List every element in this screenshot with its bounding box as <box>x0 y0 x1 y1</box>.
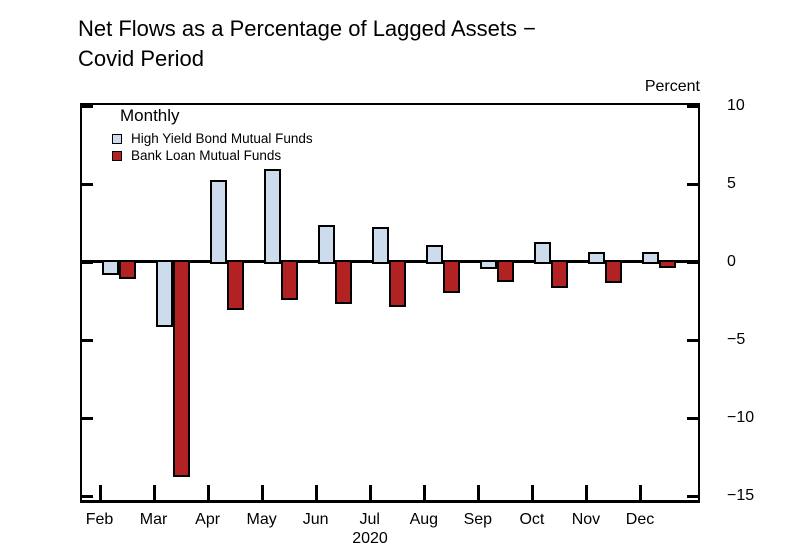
bar-bank-loan-May <box>280 260 298 301</box>
legend-heading: Monthly <box>120 106 180 125</box>
chart-title-line2: Covid Period <box>78 46 204 71</box>
x-axis-tick <box>260 485 264 502</box>
chart-title: Net Flows as a Percentage of Lagged Asse… <box>78 14 536 74</box>
plot-area: Monthly High Yield Bond Mutual Funds Ban… <box>80 103 700 503</box>
x-axis-tick <box>368 485 372 502</box>
legend: Monthly High Yield Bond Mutual Funds Ban… <box>112 106 313 163</box>
x-axis-tick <box>476 485 480 502</box>
x-axis-tick <box>98 485 102 502</box>
y-axis-tick-right <box>687 417 698 420</box>
bar-bank-loan-Jul <box>388 260 406 307</box>
y-axis-tick-label: −5 <box>727 331 746 348</box>
legend-item-label-bank-loan: Bank Loan Mutual Funds <box>131 148 282 163</box>
bar-high-yield-Nov <box>587 251 605 264</box>
x-axis-month-label: Sep <box>463 511 493 528</box>
x-axis-month-label: Oct <box>519 511 545 528</box>
y-axis-tick-right <box>687 339 698 342</box>
x-axis-month-label: Nov <box>571 511 601 528</box>
bar-high-yield-Aug <box>425 245 443 264</box>
bar-high-yield-Jun <box>317 225 335 264</box>
bar-bank-loan-Apr <box>226 260 244 310</box>
chart-title-line1: Net Flows as a Percentage of Lagged Asse… <box>78 16 536 41</box>
bar-high-yield-Apr <box>209 179 227 264</box>
bank-loan-swatch-icon <box>112 151 122 161</box>
bar-high-yield-Sep <box>479 260 497 270</box>
legend-item-high-yield: High Yield Bond Mutual Funds <box>112 132 313 146</box>
y-axis-tick-right <box>687 183 698 186</box>
x-axis-month-label: Apr <box>195 511 221 528</box>
bar-high-yield-Feb <box>101 260 119 276</box>
y-axis-unit-label: Percent <box>644 78 700 95</box>
x-axis-month-label: May <box>246 511 277 528</box>
x-axis-month-label: Dec <box>625 511 655 528</box>
legend-item-label-high-yield: High Yield Bond Mutual Funds <box>131 131 313 146</box>
bar-bank-loan-Oct <box>550 260 568 288</box>
bar-bank-loan-Feb <box>118 260 136 279</box>
y-axis-tick-left <box>82 417 93 420</box>
x-axis-month-label: Aug <box>409 511 439 528</box>
bar-bank-loan-Jun <box>334 260 352 304</box>
bar-bank-loan-Mar <box>172 260 190 477</box>
x-axis-month-label: Jul <box>359 511 380 528</box>
y-axis-tick-label: 10 <box>727 97 745 114</box>
y-axis-tick-right <box>687 105 698 108</box>
y-axis-tick-right <box>687 495 698 498</box>
bar-bank-loan-Sep <box>496 260 514 282</box>
y-axis-tick-label: 5 <box>727 175 736 192</box>
y-axis-tick-left <box>82 105 93 108</box>
bar-bank-loan-Dec <box>659 260 676 268</box>
x-axis-month-label: Mar <box>139 511 168 528</box>
y-axis-tick-left <box>82 495 93 498</box>
y-axis-tick-label: −10 <box>727 409 755 426</box>
y-axis-tick-left <box>82 339 93 342</box>
x-axis-tick <box>639 485 642 502</box>
x-axis-month-label: Feb <box>85 511 114 528</box>
y-axis-tick-left <box>82 183 93 186</box>
y-axis-tick-label: −15 <box>727 487 755 504</box>
bar-high-yield-Jul <box>371 226 389 264</box>
x-axis-month-label: Jun <box>302 511 329 528</box>
bar-high-yield-Mar <box>155 260 173 327</box>
bar-high-yield-Oct <box>533 242 551 264</box>
y-axis-tick-label: 0 <box>727 253 736 270</box>
x-axis-year-label: 2020 <box>352 530 388 547</box>
bar-high-yield-May <box>263 168 281 264</box>
x-axis-tick <box>530 485 534 502</box>
y-axis-tick-left <box>82 261 93 264</box>
x-axis-tick <box>314 485 318 502</box>
bar-high-yield-Dec <box>642 251 659 264</box>
y-axis-tick-right <box>687 261 698 264</box>
bar-bank-loan-Aug <box>442 260 460 293</box>
x-axis-tick <box>206 485 210 502</box>
bar-bank-loan-Nov <box>604 260 622 284</box>
x-axis-tick <box>152 485 156 502</box>
high-yield-swatch-icon <box>112 134 122 144</box>
x-axis-tick <box>584 485 588 502</box>
x-axis-tick <box>422 485 426 502</box>
legend-item-bank-loan: Bank Loan Mutual Funds <box>112 149 313 163</box>
